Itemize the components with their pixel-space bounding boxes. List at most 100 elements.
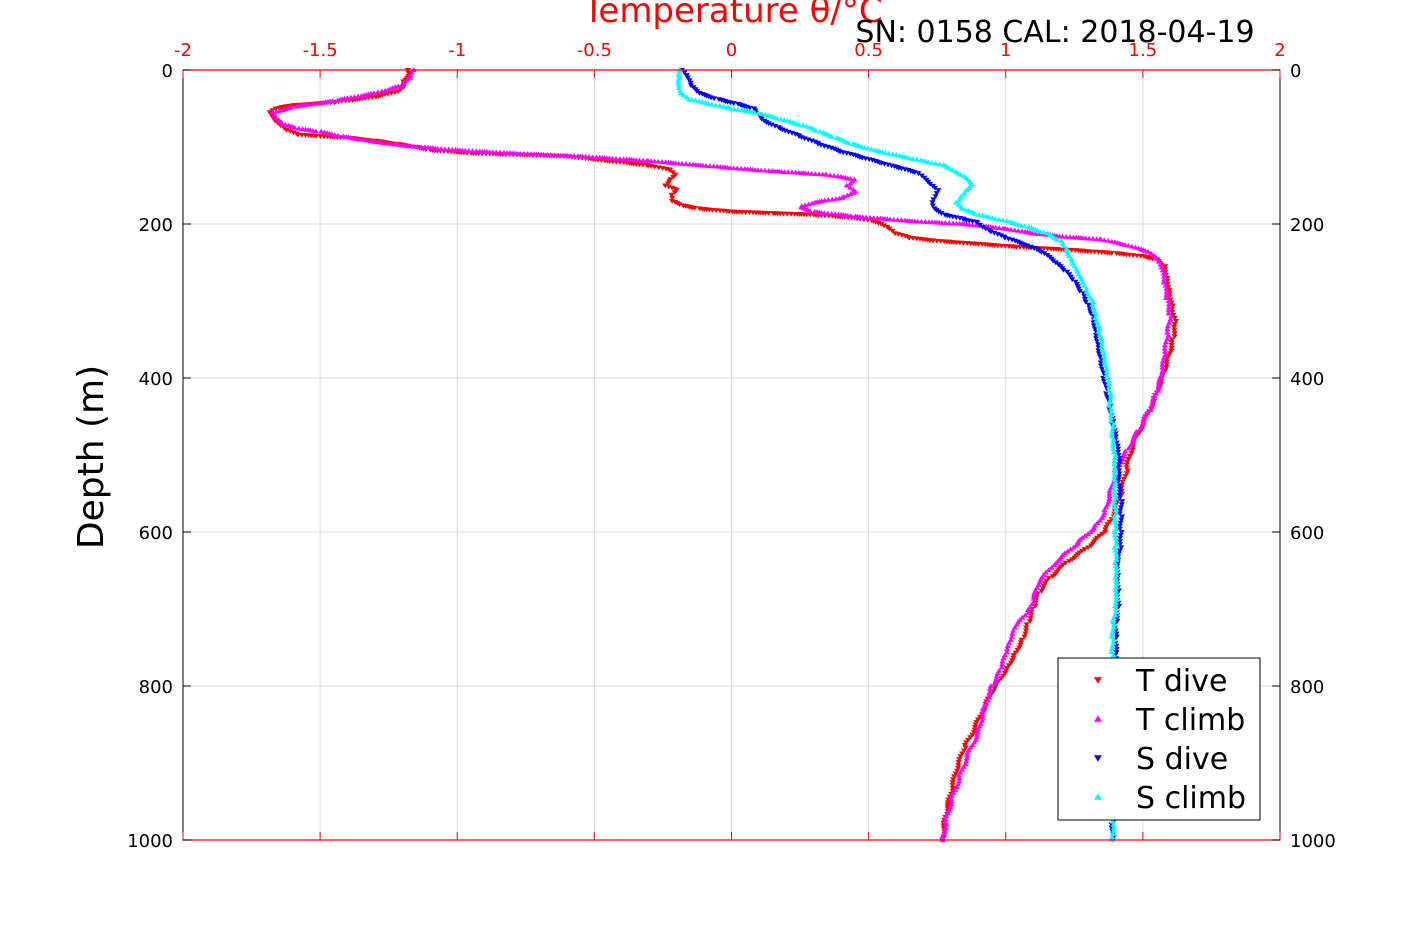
data-point [947, 795, 954, 801]
data-point [961, 748, 968, 754]
data-point [986, 691, 993, 697]
data-point [1163, 292, 1170, 297]
data-point [1108, 412, 1115, 417]
data-point [1103, 394, 1111, 400]
y-tick-label-left: 800 [139, 677, 173, 698]
data-point [1165, 304, 1172, 310]
data-point [1115, 462, 1122, 467]
data-point [1111, 464, 1118, 470]
data-point [949, 783, 956, 788]
data-point [763, 120, 770, 125]
data-point [943, 813, 950, 818]
data-point [1113, 647, 1120, 652]
data-point [942, 818, 949, 824]
data-point [1113, 634, 1120, 640]
data-point [1113, 643, 1120, 649]
data-point [1022, 612, 1029, 618]
data-point [845, 140, 852, 145]
data-point [1106, 384, 1113, 390]
data-point [1110, 436, 1117, 442]
data-point [969, 732, 976, 738]
data-point [1111, 504, 1118, 510]
data-point [374, 89, 381, 95]
data-point [1023, 625, 1030, 631]
data-point [438, 146, 445, 151]
data-point [955, 759, 962, 765]
data-point [1109, 834, 1116, 839]
data-point [1115, 477, 1122, 483]
data-point [979, 225, 986, 230]
data-point [1156, 376, 1163, 382]
data-point [585, 154, 593, 159]
data-point [1121, 242, 1128, 247]
data-point [665, 181, 672, 187]
data-point [1098, 363, 1105, 369]
data-point [1038, 249, 1045, 255]
data-point [1007, 226, 1014, 232]
data-point [1021, 223, 1028, 229]
data-point [1163, 285, 1170, 291]
data-point [806, 208, 813, 213]
data-point [405, 71, 412, 76]
data-point [1082, 533, 1089, 538]
data-point [272, 106, 279, 112]
data-point [1108, 634, 1115, 639]
data-point [1171, 328, 1178, 333]
x-tick-label: 0 [726, 40, 737, 61]
data-point [1045, 567, 1052, 573]
data-point [1041, 581, 1049, 587]
data-point [1114, 616, 1121, 621]
data-point [1029, 601, 1036, 607]
data-point [1113, 609, 1120, 615]
data-point [731, 106, 738, 112]
data-point [1026, 619, 1034, 625]
data-point [469, 148, 476, 153]
data-point [1166, 301, 1173, 307]
data-point [1091, 522, 1098, 528]
data-point [979, 706, 986, 712]
data-point [1125, 242, 1132, 248]
data-point [1067, 274, 1075, 280]
data-point [1027, 244, 1035, 250]
data-point [407, 74, 414, 80]
data-point [1161, 345, 1168, 351]
data-point [1078, 276, 1085, 282]
data-point [987, 686, 994, 691]
data-point [1070, 544, 1077, 550]
data-point [1038, 588, 1045, 594]
data-point [1106, 493, 1113, 499]
data-point [1023, 622, 1030, 628]
data-point [1118, 517, 1125, 523]
data-point [1097, 236, 1104, 242]
data-point [1164, 336, 1171, 341]
data-point [946, 220, 953, 226]
data-point [1128, 243, 1136, 249]
axis-ticks [182, 69, 1281, 841]
data-point [1096, 517, 1104, 523]
data-point [1066, 272, 1073, 277]
data-point [1110, 424, 1117, 430]
data-point [1108, 433, 1115, 439]
data-point [1105, 238, 1112, 243]
data-point [1168, 348, 1175, 354]
data-point [734, 165, 741, 171]
data-point [675, 80, 682, 85]
data-point [1064, 248, 1071, 254]
data-point [751, 109, 758, 115]
data-point [1109, 818, 1116, 824]
data-point [932, 194, 939, 199]
data-point [1165, 332, 1172, 338]
data-point [272, 115, 280, 120]
data-point [1101, 356, 1108, 362]
data-point [1082, 297, 1089, 302]
data-point [935, 209, 942, 215]
data-point [975, 212, 983, 217]
data-point [1069, 277, 1076, 282]
data-point [1010, 627, 1017, 633]
data-point [1008, 634, 1015, 639]
data-point [962, 745, 969, 751]
data-point [1107, 418, 1115, 424]
data-point [1085, 302, 1092, 308]
data-point [954, 768, 961, 774]
data-point [543, 152, 551, 157]
